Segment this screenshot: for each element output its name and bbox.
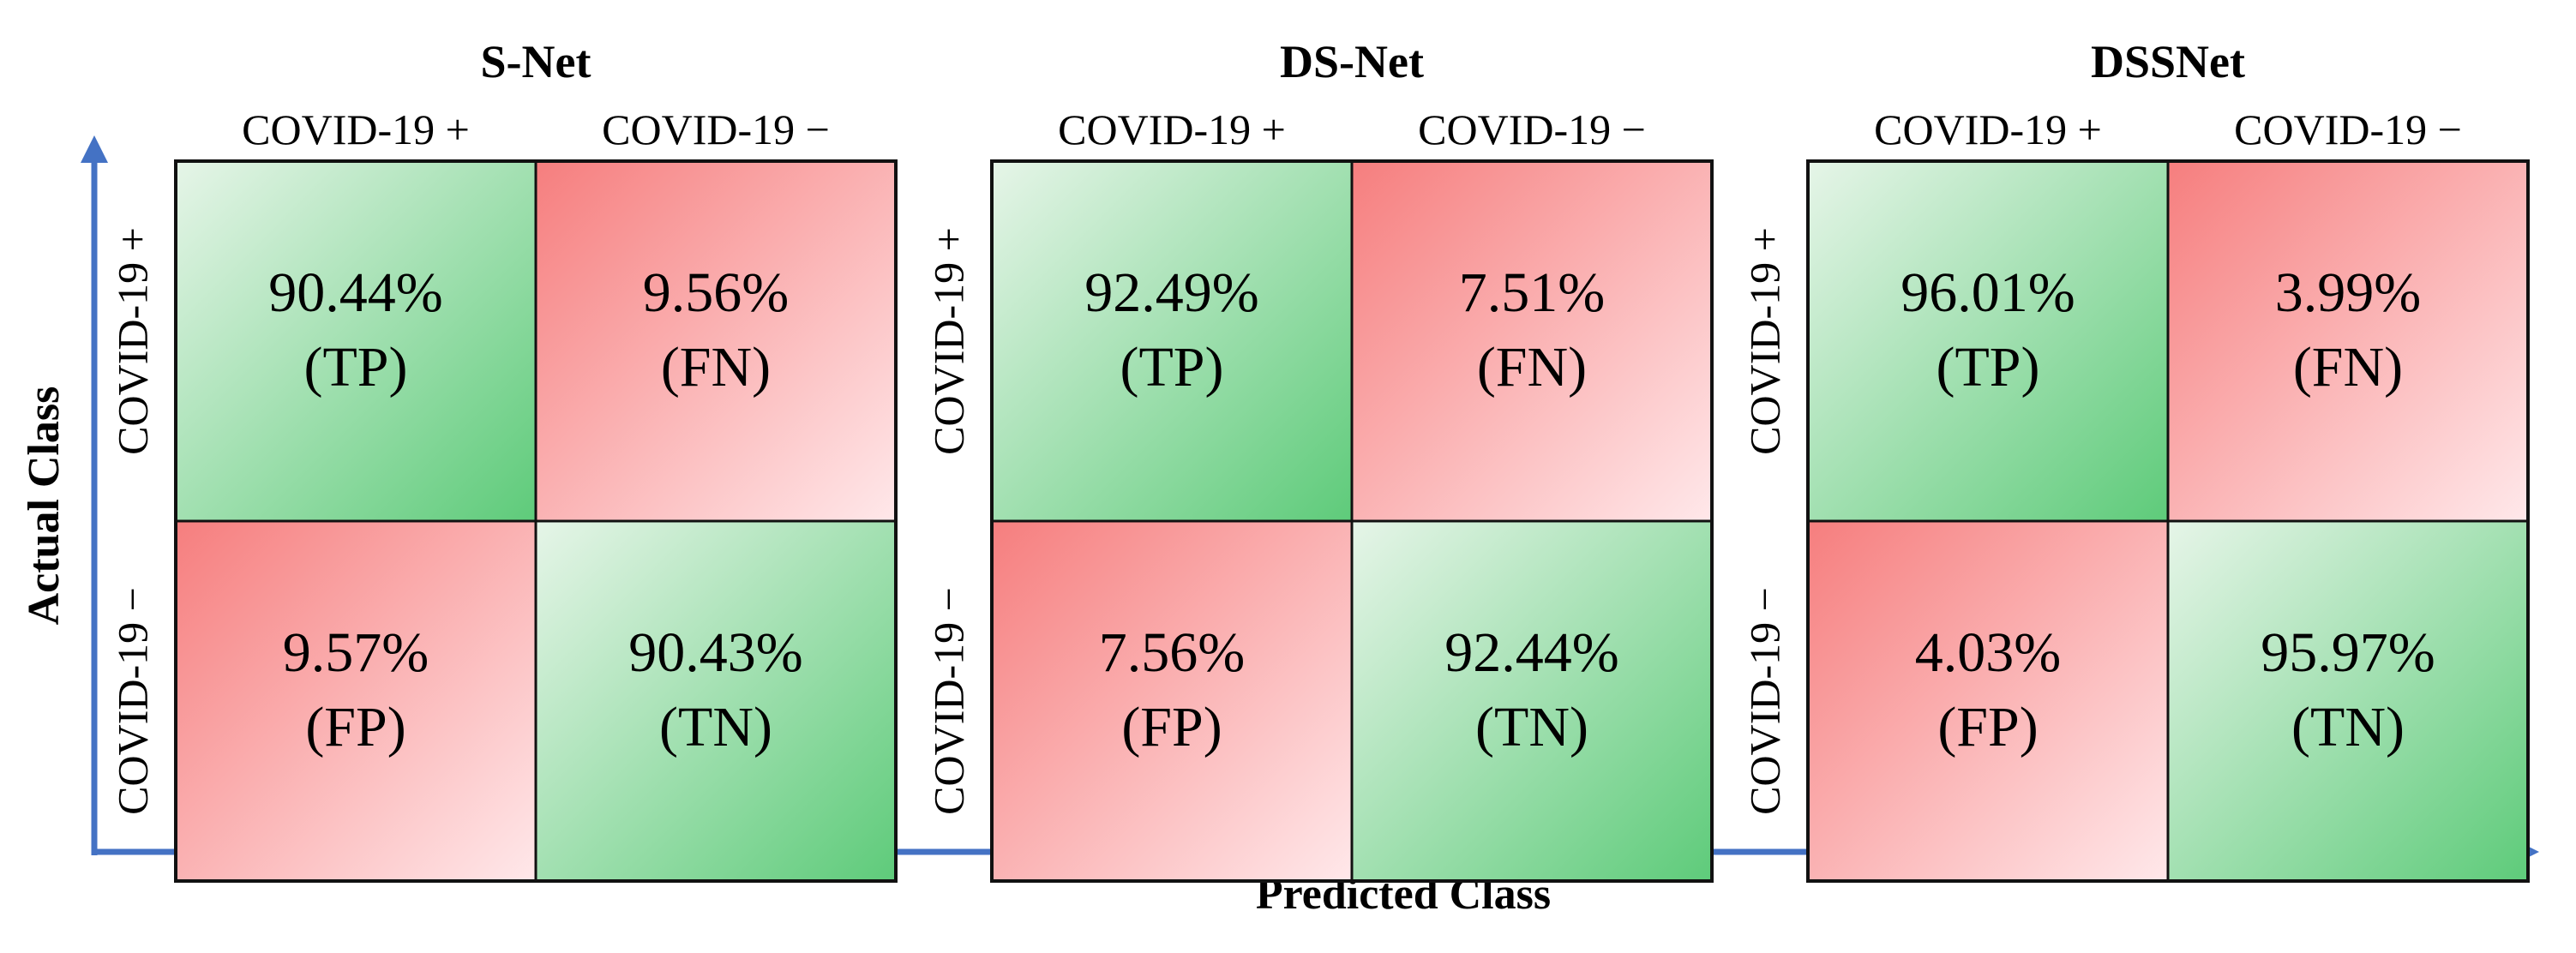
cell-value: 95.97% xyxy=(2261,621,2435,684)
cell-value: 9.57% xyxy=(283,621,429,684)
cell-label: (TP) xyxy=(1937,336,2040,399)
panel-title: DS-Net xyxy=(1280,36,1424,87)
cell-label: (TN) xyxy=(2291,696,2405,758)
cell-label: (TP) xyxy=(304,336,408,399)
column-label: COVID-19 − xyxy=(602,105,830,153)
matrix-border xyxy=(990,159,1714,883)
cell-value: 92.49% xyxy=(1084,261,1258,324)
cell-label: (FP) xyxy=(1121,696,1222,758)
column-label: COVID-19 + xyxy=(242,105,470,153)
matrix-border xyxy=(174,159,898,883)
column-label: COVID-19 + xyxy=(1874,105,2102,153)
cell-value: 4.03% xyxy=(1915,621,2061,684)
cell-value: 92.44% xyxy=(1444,621,1618,684)
matrix-cell xyxy=(1806,519,2170,883)
matrix-cell xyxy=(174,519,537,883)
row-label: COVID-19 + xyxy=(108,227,156,455)
matrix-cell xyxy=(2166,519,2530,883)
cell-label: (TN) xyxy=(659,696,772,758)
panel-title: S-Net xyxy=(481,36,591,87)
cell-label: (FP) xyxy=(305,696,405,758)
column-label: COVID-19 − xyxy=(2234,105,2462,153)
cell-value: 3.99% xyxy=(2275,261,2421,324)
cell-label: (FN) xyxy=(1477,336,1587,399)
row-label: COVID-19 − xyxy=(108,587,156,815)
row-label: COVID-19 − xyxy=(924,587,972,815)
cell-label: (TN) xyxy=(1475,696,1588,758)
row-label: COVID-19 + xyxy=(1740,227,1788,455)
cell-label: (TP) xyxy=(1120,336,1224,399)
matrix-border xyxy=(1806,159,2530,883)
confusion-matrix-panel: DS-Net COVID-19 + COVID-19 − COVID-19 + COVI… xyxy=(924,36,1714,883)
cell-value: 96.01% xyxy=(1900,261,2075,324)
matrix-cell xyxy=(1350,519,1714,883)
cell-value: 7.51% xyxy=(1459,261,1605,324)
column-label: COVID-19 − xyxy=(1418,105,1646,153)
confusion-matrix-panel: DSSNet COVID-19 + COVID-19 − COVID-19 + COVI… xyxy=(1740,36,2530,883)
cell-label: (FN) xyxy=(661,336,771,399)
cell-value: 7.56% xyxy=(1099,621,1245,684)
column-label: COVID-19 + xyxy=(1058,105,1286,153)
cell-value: 9.56% xyxy=(643,261,789,324)
matrix-cell xyxy=(990,519,1354,883)
cell-value: 90.43% xyxy=(628,621,802,684)
row-label: COVID-19 + xyxy=(924,227,972,455)
y-axis-label: Actual Class xyxy=(20,387,69,626)
matrix-cell xyxy=(1350,159,1714,523)
cell-value: 90.44% xyxy=(268,261,442,324)
y-axis-arrowhead xyxy=(81,135,108,163)
row-label: COVID-19 − xyxy=(1740,587,1788,815)
cell-label: (FN) xyxy=(2293,336,2403,399)
matrix-cell xyxy=(534,519,898,883)
panel-title: DSSNet xyxy=(2091,36,2245,87)
matrix-cell xyxy=(2166,159,2530,523)
cell-label: (FP) xyxy=(1937,696,2038,758)
